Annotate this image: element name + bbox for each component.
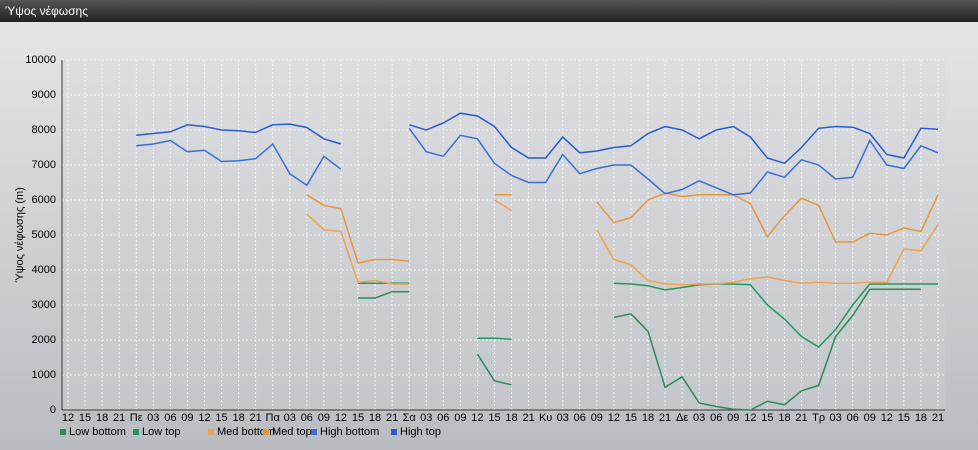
x-tick-label: 21	[659, 412, 671, 424]
x-tick-label: 03	[420, 412, 432, 424]
series-line	[136, 112, 939, 165]
x-tick-label: 12	[62, 412, 74, 424]
y-tick-label: 9000	[32, 89, 56, 101]
x-tick-label: 15	[898, 412, 910, 424]
legend-label: Med bottom	[217, 426, 275, 438]
x-tick-label: Τρ	[812, 412, 825, 424]
x-tick-label: 03	[557, 412, 569, 424]
legend-swatch	[133, 429, 139, 435]
y-tick-label: 10000	[25, 54, 56, 66]
x-tick-label: Κυ	[539, 412, 552, 424]
x-tick-label: 18	[369, 412, 381, 424]
x-tick-label: 12	[198, 412, 210, 424]
x-tick-label: 09	[591, 412, 603, 424]
x-tick-label: Πα	[266, 412, 281, 424]
title-bar	[0, 0, 978, 22]
x-tick-label: 12	[335, 412, 347, 424]
y-tick-label: 8000	[32, 124, 56, 136]
legend-swatch	[208, 429, 214, 435]
x-tick-label: 21	[386, 412, 398, 424]
x-tick-label: 18	[96, 412, 108, 424]
x-tick-label: 06	[301, 412, 313, 424]
x-tick-label: 21	[522, 412, 534, 424]
legend-swatch	[391, 429, 397, 435]
x-tick-label: 06	[710, 412, 722, 424]
legend-label: High top	[400, 426, 441, 438]
y-axis-label: Ύψος νέφωσης (m)	[14, 187, 26, 283]
y-tick-label: 2000	[32, 334, 56, 346]
x-tick-label: 12	[744, 412, 756, 424]
x-tick-label: 09	[181, 412, 193, 424]
x-tick-label: 09	[727, 412, 739, 424]
x-tick-label: 06	[164, 412, 176, 424]
x-tick-label: 15	[761, 412, 773, 424]
legend-swatch	[263, 429, 269, 435]
x-tick-label: Πε	[130, 412, 143, 424]
x-tick-label: 15	[488, 412, 500, 424]
x-tick-label: 09	[454, 412, 466, 424]
x-tick-label: 18	[778, 412, 790, 424]
x-tick-label: 21	[932, 412, 944, 424]
x-tick-label: 18	[232, 412, 244, 424]
x-tick-label: 15	[625, 412, 637, 424]
y-tick-label: 7000	[32, 159, 56, 171]
y-tick-label: 5000	[32, 229, 56, 241]
x-tick-label: 06	[574, 412, 586, 424]
legend-label: Low top	[142, 426, 181, 438]
x-tick-label: 03	[830, 412, 842, 424]
x-tick-label: 18	[505, 412, 517, 424]
x-tick-label: 03	[693, 412, 705, 424]
legend-swatch	[311, 429, 317, 435]
x-tick-label: Σα	[403, 412, 417, 424]
x-tick-label: 18	[915, 412, 927, 424]
y-tick-label: 0	[50, 404, 56, 416]
series-line	[306, 192, 939, 264]
series-line	[358, 288, 921, 411]
legend-swatch	[60, 429, 66, 435]
x-tick-label: 09	[864, 412, 876, 424]
series-line	[306, 199, 939, 286]
series-line	[136, 127, 939, 196]
x-tick-label: Δε	[676, 412, 688, 424]
y-tick-label: 1000	[32, 369, 56, 381]
x-tick-label: 21	[250, 412, 262, 424]
chart-title: Ύψος νέφωσης	[5, 4, 88, 18]
x-tick-label: 06	[847, 412, 859, 424]
x-tick-label: 12	[881, 412, 893, 424]
x-tick-label: 15	[352, 412, 364, 424]
x-tick-label: 09	[318, 412, 330, 424]
legend-label: Med top	[272, 426, 312, 438]
legend-label: High bottom	[320, 426, 379, 438]
x-tick-label: 18	[642, 412, 654, 424]
y-tick-label: 3000	[32, 299, 56, 311]
x-tick-label: 15	[79, 412, 91, 424]
y-tick-label: 6000	[32, 194, 56, 206]
legend-label: Low bottom	[69, 426, 126, 438]
x-tick-label: 03	[284, 412, 296, 424]
x-tick-label: 15	[215, 412, 227, 424]
x-tick-label: 12	[608, 412, 620, 424]
x-tick-label: 21	[113, 412, 125, 424]
x-tick-label: 12	[471, 412, 483, 424]
x-tick-label: 21	[795, 412, 807, 424]
y-tick-label: 4000	[32, 264, 56, 276]
x-tick-label: 03	[147, 412, 159, 424]
x-tick-label: 06	[437, 412, 449, 424]
